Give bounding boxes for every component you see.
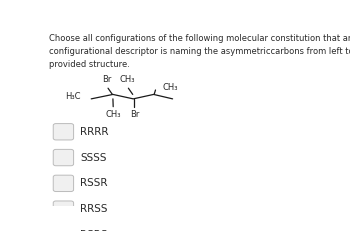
Text: CH₃: CH₃: [106, 110, 121, 119]
FancyBboxPatch shape: [53, 124, 74, 140]
Text: configurational descriptor is naming the asymmetriccarbons from left to right in: configurational descriptor is naming the…: [49, 47, 350, 56]
FancyBboxPatch shape: [53, 201, 74, 217]
Text: RSRS: RSRS: [80, 230, 108, 231]
Text: RRRR: RRRR: [80, 127, 109, 137]
Text: H₃C: H₃C: [65, 92, 80, 101]
Text: RSSR: RSSR: [80, 178, 108, 188]
FancyBboxPatch shape: [53, 175, 74, 191]
Text: RRSS: RRSS: [80, 204, 108, 214]
FancyBboxPatch shape: [53, 227, 74, 231]
Text: CH₃: CH₃: [120, 75, 135, 84]
Text: provided structure.: provided structure.: [49, 60, 130, 69]
Text: Br: Br: [130, 110, 139, 119]
Text: SSSS: SSSS: [80, 152, 107, 163]
Text: Choose all configurations of the following molecular constitution that are meso.: Choose all configurations of the followi…: [49, 34, 350, 43]
Text: Br: Br: [102, 75, 111, 84]
Text: CH₃: CH₃: [162, 83, 177, 92]
FancyBboxPatch shape: [53, 149, 74, 166]
